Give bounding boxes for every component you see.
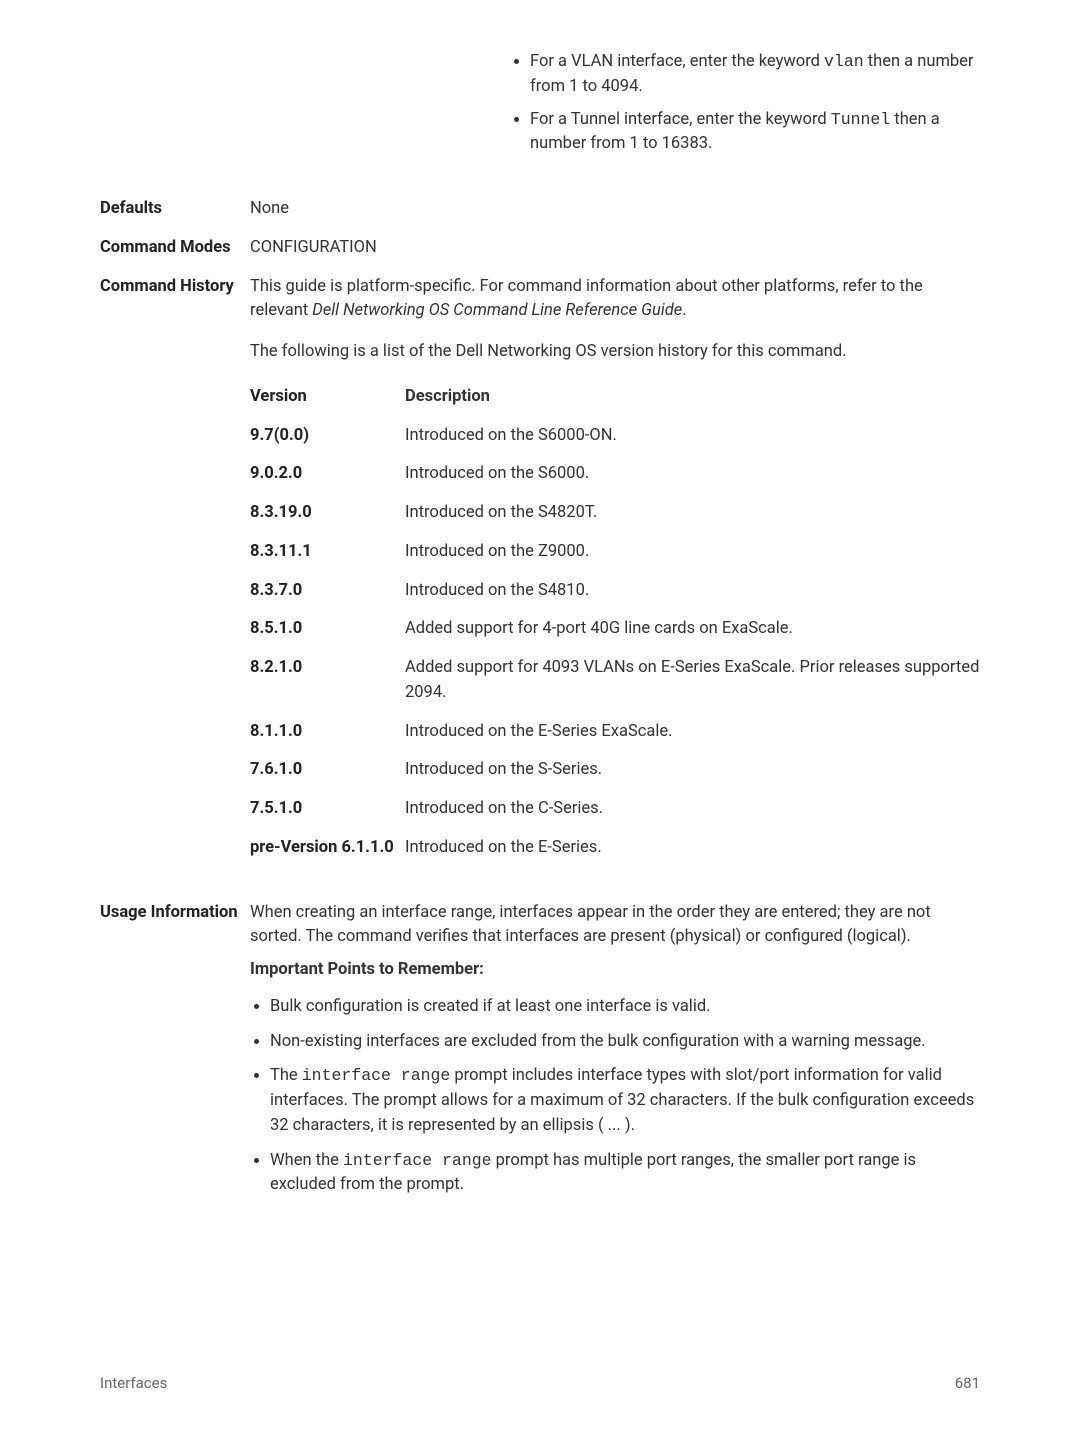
top-bullet-list: For a VLAN interface, enter the keyword … [510, 50, 980, 157]
version-cell: 8.1.1.0 [250, 720, 405, 745]
version-cell: 8.3.7.0 [250, 579, 405, 604]
history-content: This guide is platform-specific. For com… [250, 275, 980, 365]
bullet-text-pre: For a VLAN interface, enter the keyword [530, 52, 824, 71]
page-footer: Interfaces 681 [100, 1372, 980, 1395]
version-row: 8.5.1.0 Added support for 4-port 40G lin… [250, 617, 980, 642]
version-header-row: Version Description [250, 385, 980, 410]
version-row: 8.3.19.0 Introduced on the S4820T. [250, 501, 980, 526]
version-cell: 7.5.1.0 [250, 797, 405, 822]
bullet-pre: When the [270, 1151, 343, 1170]
version-cell: 8.5.1.0 [250, 617, 405, 642]
usage-bullet-item: When the interface range prompt has mult… [270, 1149, 980, 1199]
usage-bullets: Bulk configuration is created if at leas… [250, 995, 980, 1198]
top-bullet-item: For a Tunnel interface, enter the keywor… [530, 108, 980, 158]
version-cell: 9.7(0.0) [250, 424, 405, 449]
history-para1-italic: Dell Networking OS Command Line Referenc… [312, 301, 682, 320]
description-cell: Introduced on the S4820T. [405, 501, 980, 526]
important-title: Important Points to Remember: [250, 958, 980, 983]
bullet-code: vlan [824, 52, 864, 71]
version-cell: 7.6.1.0 [250, 758, 405, 783]
version-cell: 8.2.1.0 [250, 656, 405, 706]
description-cell: Added support for 4093 VLANs on E-Series… [405, 656, 980, 706]
version-cell: 8.3.19.0 [250, 501, 405, 526]
usage-row: Usage Information When creating an inter… [100, 901, 980, 1209]
description-cell: Introduced on the S4810. [405, 579, 980, 604]
usage-label: Usage Information [100, 901, 250, 926]
version-row: 8.3.7.0 Introduced on the S4810. [250, 579, 980, 604]
description-cell: Introduced on the S6000-ON. [405, 424, 980, 449]
version-cell: 9.0.2.0 [250, 462, 405, 487]
version-cell: pre-Version 6.1.1.0 [250, 836, 405, 861]
version-row: 8.3.11.1 Introduced on the Z9000. [250, 540, 980, 565]
bullet-text-pre: For a Tunnel interface, enter the keywor… [530, 110, 831, 129]
bullet-code: interface range [302, 1066, 451, 1085]
description-header: Description [405, 385, 980, 410]
version-table: Version Description 9.7(0.0) Introduced … [250, 385, 980, 861]
history-para2: The following is a list of the Dell Netw… [250, 340, 980, 365]
description-cell: Added support for 4-port 40G line cards … [405, 617, 980, 642]
description-cell: Introduced on the E-Series ExaScale. [405, 720, 980, 745]
usage-content: When creating an interface range, interf… [250, 901, 980, 1209]
description-cell: Introduced on the S6000. [405, 462, 980, 487]
bullet-code: Tunnel [831, 110, 890, 129]
modes-value: CONFIGURATION [250, 236, 980, 261]
usage-bullet-item: The interface range prompt includes inte… [270, 1064, 980, 1138]
history-label: Command History [100, 275, 250, 300]
version-row: 8.1.1.0 Introduced on the E-Series ExaSc… [250, 720, 980, 745]
top-bullet-item: For a VLAN interface, enter the keyword … [530, 50, 980, 100]
history-para1: This guide is platform-specific. For com… [250, 275, 980, 325]
footer-left: Interfaces [100, 1372, 167, 1395]
description-cell: Introduced on the E-Series. [405, 836, 980, 861]
version-row: 8.2.1.0 Added support for 4093 VLANs on … [250, 656, 980, 706]
bullet-code: interface range [343, 1151, 492, 1170]
modes-label: Command Modes [100, 236, 250, 261]
version-cell: 8.3.11.1 [250, 540, 405, 565]
defaults-value: None [250, 197, 980, 222]
modes-row: Command Modes CONFIGURATION [100, 236, 980, 261]
description-cell: Introduced on the S-Series. [405, 758, 980, 783]
description-cell: Introduced on the C-Series. [405, 797, 980, 822]
version-header: Version [250, 385, 405, 410]
version-row: 7.6.1.0 Introduced on the S-Series. [250, 758, 980, 783]
description-cell: Introduced on the Z9000. [405, 540, 980, 565]
bullet-pre: The [270, 1066, 302, 1085]
version-row: pre-Version 6.1.1.0 Introduced on the E-… [250, 836, 980, 861]
defaults-row: Defaults None [100, 197, 980, 222]
history-row: Command History This guide is platform-s… [100, 275, 980, 365]
usage-bullet-item: Non-existing interfaces are excluded fro… [270, 1030, 980, 1055]
history-para1-post: . [682, 301, 686, 320]
version-row: 9.7(0.0) Introduced on the S6000-ON. [250, 424, 980, 449]
version-row: 9.0.2.0 Introduced on the S6000. [250, 462, 980, 487]
usage-para: When creating an interface range, interf… [250, 901, 980, 951]
version-row: 7.5.1.0 Introduced on the C-Series. [250, 797, 980, 822]
usage-bullet-item: Bulk configuration is created if at leas… [270, 995, 980, 1020]
defaults-label: Defaults [100, 197, 250, 222]
footer-page-number: 681 [955, 1372, 980, 1395]
